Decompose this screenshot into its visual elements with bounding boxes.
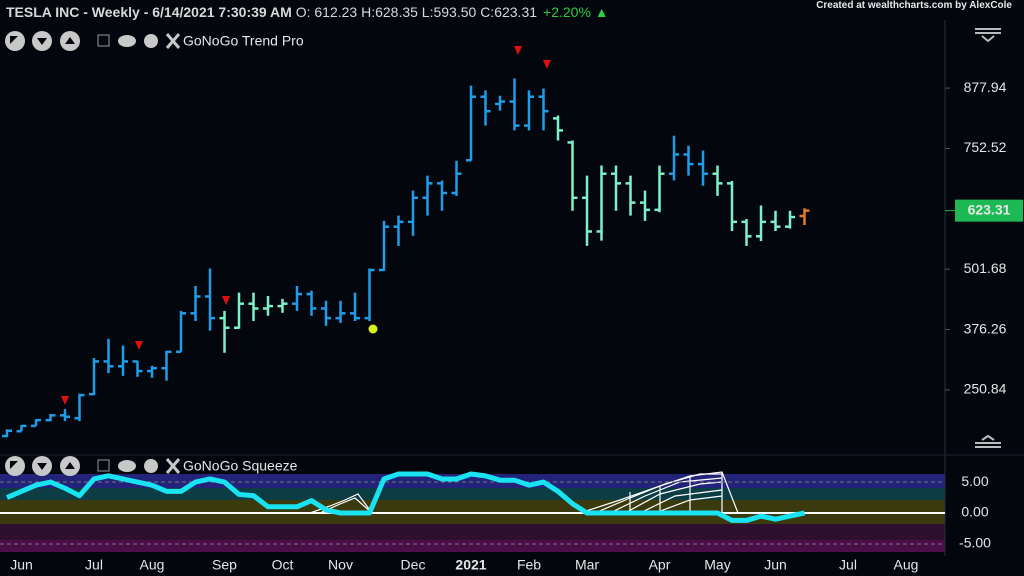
- up-arrow: ▲: [594, 4, 609, 20]
- menu-button[interactable]: [975, 28, 1001, 448]
- icon-glyph: [65, 37, 75, 44]
- x-tick-label: 2021: [455, 557, 486, 573]
- icon-button[interactable]: [118, 460, 136, 472]
- x-tick-label: Nov: [328, 557, 353, 573]
- y-tick-label: 877.94: [964, 79, 1007, 95]
- x-tick-label: Jun: [764, 557, 787, 573]
- x-tick-label: Jul: [85, 557, 103, 573]
- icon-glyph: [10, 36, 18, 44]
- band: [0, 488, 945, 500]
- icon-button[interactable]: [5, 456, 25, 476]
- icon-glyph: [37, 38, 47, 45]
- squeeze-lattice: [309, 471, 739, 514]
- symbol: TESLA INC - Weekly - 6/14/2021 7:30:39 A…: [6, 4, 292, 20]
- x-tick-label: Aug: [894, 557, 919, 573]
- icon-glyph: [37, 463, 47, 470]
- toolbar[interactable]: [5, 31, 181, 51]
- indicator-label: GoNoGo Trend Pro: [183, 33, 304, 49]
- header: TESLA INC - Weekly - 6/14/2021 7:30:39 A…: [6, 4, 609, 20]
- icon-button[interactable]: [165, 458, 181, 474]
- band: [0, 540, 945, 552]
- icon-button[interactable]: [97, 459, 110, 472]
- icon-button[interactable]: [144, 459, 158, 473]
- x-tick-label: Mar: [575, 557, 599, 573]
- indicator-label: GoNoGo Squeeze: [183, 458, 298, 474]
- y-tick-label: 250.84: [964, 381, 1007, 397]
- icon-glyph: [10, 461, 18, 469]
- x-tick-label: Jul: [839, 557, 857, 573]
- icon-glyph: [65, 462, 75, 469]
- icon-button[interactable]: [5, 31, 25, 51]
- signal-arrows: [61, 46, 551, 405]
- y-tick-label: 501.68: [964, 260, 1007, 276]
- x-tick-label: Oct: [272, 557, 294, 573]
- change: +2.20%: [543, 4, 591, 20]
- x-tick-label: Sep: [212, 557, 237, 573]
- x-tick-label: Aug: [140, 557, 165, 573]
- band: [0, 524, 945, 540]
- x-tick-label: May: [704, 557, 730, 573]
- x-tick-label: Dec: [401, 557, 426, 573]
- x-tick-label: Apr: [649, 557, 671, 573]
- icon-button[interactable]: [97, 34, 110, 47]
- y-tick-label: -5.00: [959, 535, 991, 551]
- y-tick-label: 5.00: [961, 473, 988, 489]
- y-tick-label: 0.00: [961, 504, 988, 520]
- credit: Created at wealthcharts.com by AlexCole: [816, 0, 1012, 11]
- signal-dot: [368, 324, 378, 334]
- x-tick-label: Jun: [10, 557, 33, 573]
- x-tick-label: Feb: [517, 557, 541, 573]
- last-price-label: 623.31: [968, 201, 1011, 217]
- icon-button[interactable]: [118, 35, 136, 47]
- ohlc: O: 612.23 H:628.35 L:593.50 C:623.31: [295, 4, 538, 20]
- y-tick-label: 376.26: [964, 320, 1007, 336]
- y-tick-label: 752.52: [964, 139, 1007, 155]
- last-price-tag: [955, 199, 1023, 222]
- icon-button[interactable]: [144, 34, 158, 48]
- icon-button[interactable]: [165, 33, 181, 49]
- band: [0, 474, 945, 488]
- squeeze-line: [6, 471, 806, 523]
- toolbar[interactable]: [5, 456, 181, 476]
